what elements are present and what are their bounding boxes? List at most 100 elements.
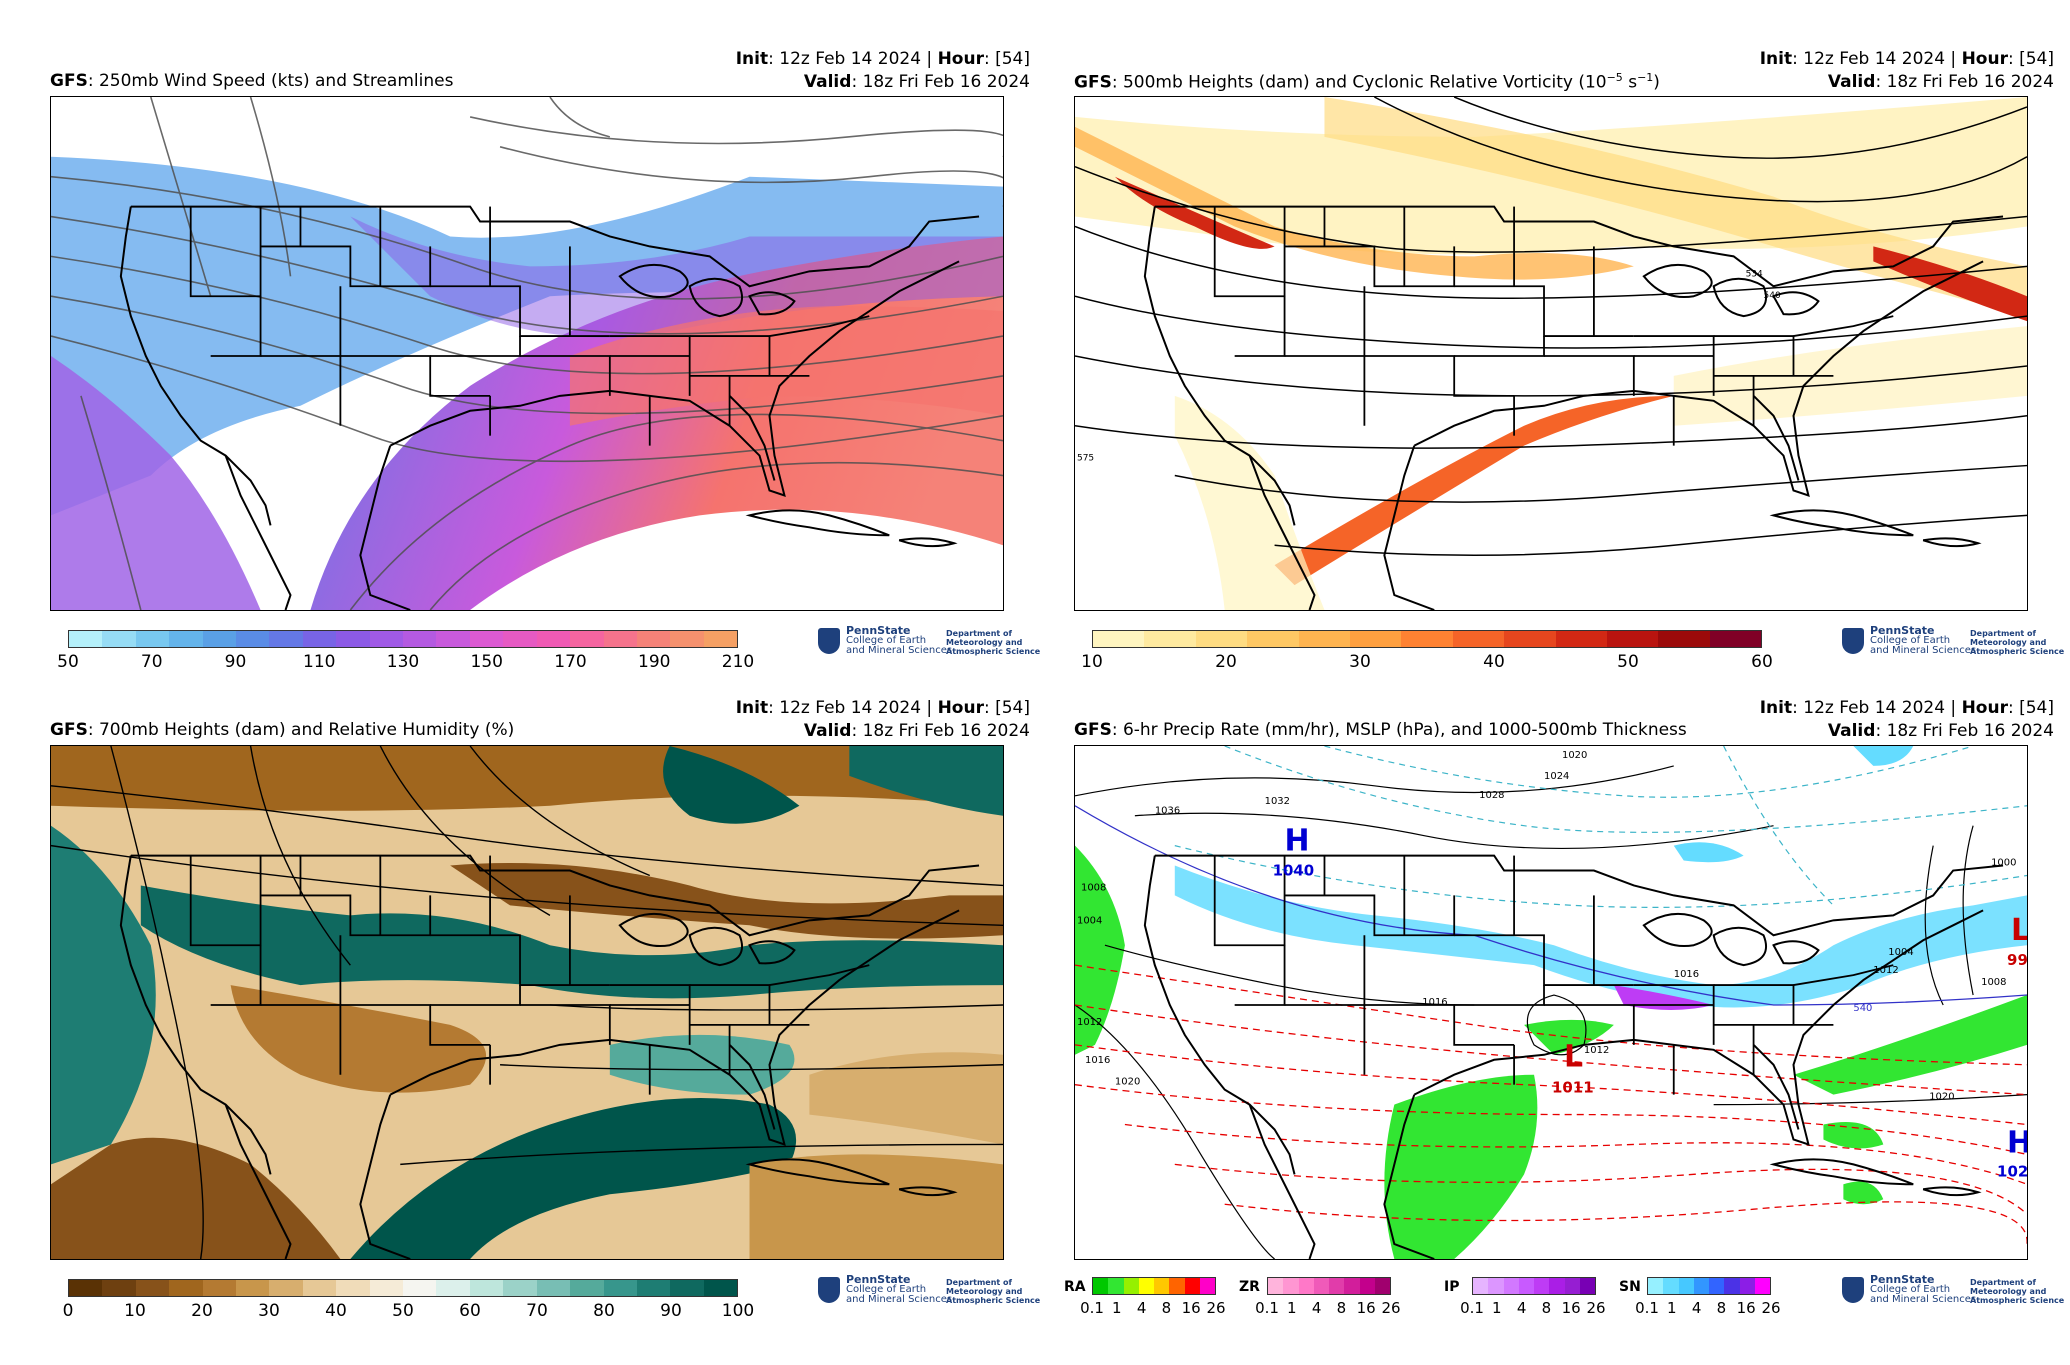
precip-tick-label: 26 [1586, 1299, 1606, 1317]
panel-header-right: Init: 12z Feb 14 2024 | Hour: [54] Valid… [735, 49, 1030, 92]
isobar-label: 1020 [1929, 1092, 1954, 1103]
colorbar-swatch [1329, 1278, 1345, 1294]
colorbar-tick-label: 90 [660, 1301, 682, 1321]
colorbar-swatch [1549, 1278, 1565, 1294]
colorbar-tick-label: 20 [191, 1301, 213, 1321]
colorbar-swatch [1452, 631, 1505, 647]
colorbar-swatch [302, 631, 337, 647]
map-precip-mslp: 540 1020 1024 1028 1032 1036 1008 1004 1… [1074, 745, 2028, 1260]
colorbar-swatch [570, 1280, 604, 1296]
colorbar-swatch [202, 1280, 237, 1296]
isobar-label: 1020 [1115, 1077, 1140, 1088]
precip-type-label: RA [1064, 1279, 1086, 1295]
precip-tick-label: 0.1 [1080, 1299, 1104, 1317]
colorbar-swatch [102, 631, 136, 647]
panel-header-right: Init: 12z Feb 14 2024 | Hour: [54] Valid… [735, 698, 1030, 741]
colorbar-swatch [369, 631, 404, 647]
colorbar-swatch [1534, 1278, 1550, 1294]
colorbar-swatch [1518, 1278, 1534, 1294]
precip-tick-label: 16 [1736, 1299, 1756, 1317]
colorbar-swatch [169, 631, 203, 647]
colorbar-tick-label: 30 [258, 1301, 280, 1321]
panel-header-right: Init: 12z Feb 14 2024 | Hour: [54] Valid… [1759, 49, 2054, 92]
colorbar-swatch [1709, 631, 1762, 647]
precip-tick-label: 0.1 [1255, 1299, 1279, 1317]
precip-colorbar [1267, 1277, 1391, 1295]
colorbar-tick-label: 50 [1617, 652, 1639, 672]
colorbar-swatch [1349, 631, 1402, 647]
precip-tick-label: 4 [1311, 1299, 1322, 1317]
colorbar-swatch [1138, 1278, 1154, 1294]
colorbar-tick-label: 210 [721, 652, 755, 672]
precip-tick-label: 8 [1541, 1299, 1552, 1317]
precip-tick-label: 16 [1561, 1299, 1581, 1317]
colorbar-swatch [1184, 1278, 1200, 1294]
colorbar-swatch [1108, 1278, 1124, 1294]
colorbar-swatch [1504, 631, 1556, 647]
colorbar-tick-label: 60 [459, 1301, 481, 1321]
colorbar-swatch [1401, 631, 1453, 647]
colorbar-swatch [1199, 1278, 1215, 1294]
colorbar-swatch [1488, 1278, 1504, 1294]
colorbar-swatch [1663, 1278, 1679, 1294]
precip-tick-label: 8 [1336, 1299, 1347, 1317]
colorbar-swatch [236, 1280, 270, 1296]
precip-tick-label: 8 [1161, 1299, 1172, 1317]
colorbar-swatch [436, 631, 470, 647]
precip-tick-label: 4 [1691, 1299, 1702, 1317]
isobar-label: 1016 [1674, 969, 1699, 980]
isobar-label: 1020 [1562, 750, 1587, 761]
colorbar-tick-label: 0 [62, 1301, 74, 1321]
precip-tick-label: 1 [1492, 1299, 1502, 1317]
isobar-label: 1036 [1155, 806, 1180, 817]
colorbar-ticks-vorticity: 10 20 30 40 50 60 [1081, 652, 1773, 674]
colorbar-swatch [1298, 631, 1350, 647]
colorbar-swatch [336, 631, 370, 647]
panel-title: GFS: 6-hr Precip Rate (mm/hr), MSLP (hPa… [1074, 720, 1687, 740]
colorbar-swatch [403, 1280, 437, 1296]
colorbar-swatch [603, 631, 637, 647]
pennstate-logo: PennState College of Earth and Mineral Sci… [818, 1274, 1040, 1311]
colorbar-swatch [1144, 631, 1196, 647]
panel-500mb-vorticity: Init: 12z Feb 14 2024 | Hour: [54] Valid… [1064, 48, 2064, 688]
colorbar-swatch [703, 631, 738, 647]
precip-tick-label: 0.1 [1460, 1299, 1484, 1317]
colorbar-swatch [1123, 1278, 1139, 1294]
high-pressure-marker: H [1285, 824, 1310, 859]
colorbar-swatch [302, 1280, 337, 1296]
colorbar-tick-label: 60 [1751, 652, 1773, 672]
panel-250mb-wind: Init: 12z Feb 14 2024 | Hour: [54] Valid… [40, 48, 1040, 688]
colorbar-swatch [1093, 631, 1145, 647]
pennstate-shield-icon [818, 628, 840, 654]
colorbar-tick-label: 110 [303, 652, 336, 672]
precip-tick-label: 1 [1287, 1299, 1297, 1317]
isobar-label: 1012 [1584, 1045, 1609, 1056]
colorbar-swatch [536, 631, 571, 647]
colorbar-swatch [503, 631, 537, 647]
panel-title: GFS: 500mb Heights (dam) and Cyclonic Re… [1074, 71, 1660, 93]
colorbar-swatch [469, 1280, 504, 1296]
colorbar-swatch [1313, 1278, 1329, 1294]
colorbar-ticks-rh: 0 10 20 30 40 50 60 70 80 90 100 [63, 1301, 755, 1323]
colorbar-swatch [1374, 1278, 1390, 1294]
thickness-label: 540 [1853, 1003, 1872, 1014]
colorbar-swatch [670, 631, 704, 647]
colorbar-swatch [1298, 1278, 1314, 1294]
contour-label: 534 [1746, 269, 1763, 279]
pennstate-shield-icon [1842, 1277, 1864, 1303]
colorbar-swatch [469, 631, 504, 647]
colorbar-tick-label: 40 [325, 1301, 347, 1321]
colorbar-swatch [69, 631, 103, 647]
precip-tick-label: 26 [1381, 1299, 1401, 1317]
isobar-label: 1012 [1873, 965, 1898, 976]
colorbar-swatch [1503, 1278, 1519, 1294]
colorbar-swatch [1564, 1278, 1580, 1294]
colorbar-swatch [1754, 1278, 1770, 1294]
panel-title: GFS: 250mb Wind Speed (kts) and Streamli… [50, 71, 454, 91]
precip-colorbar [1092, 1277, 1216, 1295]
colorbar-swatch [1268, 1278, 1284, 1294]
pennstate-logo: PennState College of Earth and Mineral Sci… [818, 625, 1040, 662]
isobar-label: 1008 [1081, 882, 1106, 893]
colorbar-swatch [1169, 1278, 1185, 1294]
colorbar-swatch [1658, 631, 1710, 647]
